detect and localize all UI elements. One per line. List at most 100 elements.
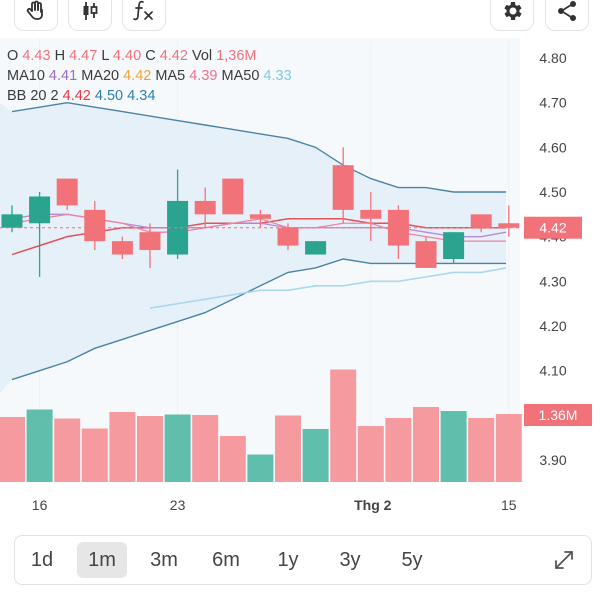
x-tick-label: 16 [32,497,48,513]
timeframe-3m[interactable]: 3m [150,549,178,571]
volume-bar [357,426,384,482]
x-tick-label: Thg 2 [354,497,392,513]
legend-low-label: L [101,48,109,64]
y-tick-label: 4.50 [539,184,566,200]
legend-bb-mid-value: 4.42 [62,88,91,104]
legend-ma50-label: MA50 [221,68,260,84]
volume-bar [192,415,219,482]
timeframe-1m[interactable]: 1m [77,542,127,578]
legend-volume-value: 1,36M [216,48,257,64]
x-tick-label: 15 [501,497,517,513]
volume-bar [495,414,522,482]
y-tick-label: 4.80 [539,50,566,66]
volume-bar [385,418,412,482]
drawing-tools-button[interactable] [14,0,58,31]
chart-toolbar [0,0,600,34]
volume-bar [164,414,191,482]
legend-ma5-label: MA5 [155,68,186,84]
legend-high-value: 4.47 [69,48,98,64]
candle-body [29,196,51,224]
bollinger-band-fill [0,102,506,394]
legend-close-label: C [145,48,156,64]
candle-body [305,241,327,255]
candle-body [498,223,520,228]
y-tick-label: 4.30 [539,273,566,289]
chart-type-button[interactable] [68,0,112,31]
candle-body [139,232,161,251]
volume-tag [524,404,592,426]
volume-bar [247,454,274,482]
hand-icon [24,0,48,23]
volume-bar [468,418,495,482]
legend-ma10-label: MA10 [7,68,45,84]
expand-icon [551,551,577,577]
last-price-tag [524,216,582,239]
candle-body [194,200,216,215]
timeframe-3y[interactable]: 3y [339,549,361,571]
volume-bar [440,411,467,482]
volume-bar [275,415,301,482]
volume-bar [0,417,25,482]
legend-close-value: 4.42 [159,48,188,64]
volume-bar [109,412,136,482]
candle-body [56,178,78,206]
volume-bar [330,369,357,482]
timeframe-1d[interactable]: 1d [30,549,54,571]
legend-open-value: 4.43 [22,48,51,64]
legend-ma20-label: MA20 [81,68,120,84]
share-icon [555,0,579,23]
legend-bb-lower-value: 4.34 [127,88,156,104]
volume-bar [81,428,108,482]
candle-body [470,214,492,228]
x-tick-label: 23 [170,497,186,513]
legend-ma10-value: 4.41 [48,68,78,84]
candlestick-chart[interactable]: 4.80 4.70 4.60 4.50 4.40 4.30 4.20 4.10 3.90 4.42… [0,38,600,518]
fullscreen-button[interactable] [551,547,577,573]
y-tick-label: 4.20 [539,318,566,334]
timeframe-1y[interactable]: 1y [277,549,299,571]
volume-bar [54,418,81,482]
legend-ma5-value: 4.39 [189,68,218,84]
volume-bar [26,409,53,482]
volume-tag-label: 1.36M [539,407,578,423]
legend-bb-row: BB 20 2 4.42 4.50 4.34 [7,86,292,106]
candle-body [111,241,133,255]
legend-ma50-value: 4.33 [263,68,292,84]
function-icon [131,0,157,24]
candle-body [249,214,271,219]
y-tick-label: 3.90 [539,452,566,468]
candle-body [415,241,437,268]
timeframe-selector: 1d 1m 3m 6m 1y 3y 5y [14,535,592,585]
legend-open-label: O [7,48,19,64]
price-chart[interactable]: 4.80 4.70 4.60 4.50 4.40 4.30 4.20 4.10 3.90 4.42… [0,38,600,518]
ma50-line [149,267,507,309]
timeframe-5y[interactable]: 5y [401,549,423,571]
candle-body [1,214,23,228]
bollinger-upper-line [11,101,506,193]
candle-body [84,209,106,242]
candle-body [222,178,244,215]
legend-ma20-value: 4.42 [123,68,152,84]
legend-high-label: H [54,48,66,64]
y-tick-label: 4.70 [539,95,566,111]
candle-body [443,232,465,259]
legend-bb-label: BB 20 2 [7,88,59,104]
candlestick-icon [78,0,102,23]
candle-body [332,165,354,210]
chart-legend: O 4.43 H 4.47 L 4.40 C 4.42 Vol 1,36M MA… [7,46,292,106]
volume-bar [219,436,246,482]
legend-low-value: 4.40 [112,48,142,64]
volume-bar [302,429,329,482]
candle-body [360,209,382,219]
legend-volume-label: Vol [191,48,213,64]
indicators-button[interactable] [122,0,166,31]
y-tick-label: 4.10 [539,363,566,379]
legend-bb-upper-value: 4.50 [94,88,124,104]
legend-ma-row: MA10 4.41 MA20 4.42 MA5 4.39 MA50 4.33 [7,66,292,86]
share-button[interactable] [545,0,589,31]
settings-button[interactable] [490,0,534,31]
volume-bar [137,416,163,482]
candle-body [277,227,299,246]
timeframe-6m[interactable]: 6m [212,549,240,571]
legend-ohlc-row: O 4.43 H 4.47 L 4.40 C 4.42 Vol 1,36M [7,46,292,66]
